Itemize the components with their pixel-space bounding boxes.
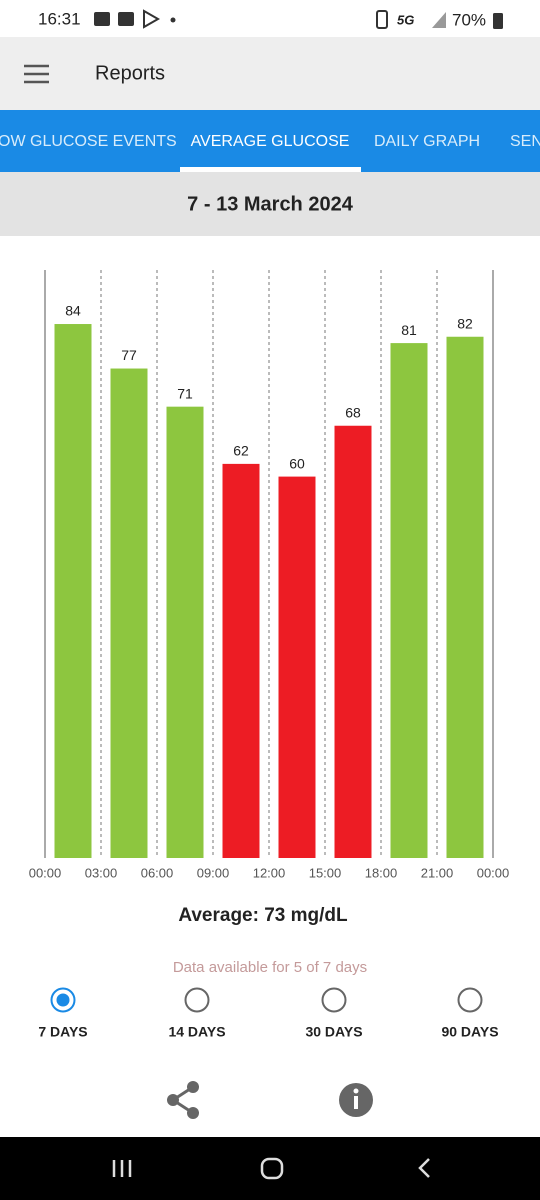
status-icon <box>376 10 388 29</box>
date-range: 7 - 13 March 2024 <box>187 193 354 215</box>
tab-label[interactable]: OW GLUCOSE EVENTS <box>0 133 177 150</box>
tab-label[interactable]: DAILY GRAPH <box>374 133 480 150</box>
x-tick-label: 15:00 <box>309 865 342 880</box>
tab-indicator <box>180 167 361 172</box>
notification-icon <box>118 12 134 26</box>
home-button[interactable] <box>260 1157 284 1180</box>
average-text: Average: 73 mg/dL <box>178 905 348 926</box>
tab-bar <box>0 110 540 172</box>
tab-label[interactable]: AVERAGE GLUCOSE <box>191 133 350 150</box>
x-tick-label: 09:00 <box>197 865 230 880</box>
data-label: 82 <box>457 315 473 331</box>
recents-button[interactable] <box>112 1160 132 1177</box>
bar <box>334 425 372 858</box>
date-band <box>0 172 540 236</box>
data-label: 60 <box>289 455 305 471</box>
data-label: 62 <box>233 443 249 459</box>
option-label[interactable]: 30 DAYS <box>305 1024 362 1040</box>
app-bar <box>0 37 540 110</box>
bar <box>110 368 148 858</box>
signal-icon <box>432 12 446 28</box>
x-tick-label: 03:00 <box>85 865 118 880</box>
battery-icon <box>493 13 503 29</box>
bar <box>54 324 92 858</box>
bar <box>390 343 428 859</box>
radio-button[interactable] <box>50 987 76 1013</box>
x-tick-label: 12:00 <box>253 865 286 880</box>
x-tick-label: 00:00 <box>477 865 510 880</box>
tab-label[interactable]: SEN <box>510 133 540 150</box>
data-label: 84 <box>65 303 81 319</box>
battery-level: 70% <box>452 10 486 29</box>
status-bar <box>0 0 540 37</box>
nav-bar <box>0 1137 540 1200</box>
radio-dot <box>56 993 70 1007</box>
bar <box>166 406 204 858</box>
info-button[interactable] <box>339 1083 373 1117</box>
data-label: 71 <box>177 385 193 401</box>
bar <box>222 463 260 858</box>
data-label: 68 <box>345 404 361 420</box>
notification-icon <box>143 9 161 29</box>
option-label[interactable]: 90 DAYS <box>441 1024 498 1040</box>
bar <box>278 476 316 858</box>
share-button[interactable] <box>167 1081 199 1119</box>
app-title: Reports <box>95 62 165 84</box>
network-type: 5G <box>397 12 414 27</box>
data-label: 77 <box>121 347 137 363</box>
radio-button[interactable] <box>321 987 347 1013</box>
bar <box>446 336 484 858</box>
status-time: 16:31 <box>38 9 81 28</box>
radio-button[interactable] <box>457 987 483 1013</box>
availability-note: Data available for 5 of 7 days <box>173 959 367 976</box>
x-tick-label: 06:00 <box>141 865 174 880</box>
option-label[interactable]: 14 DAYS <box>168 1024 225 1040</box>
x-tick-label: 21:00 <box>421 865 454 880</box>
back-button[interactable] <box>418 1158 430 1178</box>
x-tick-label: 00:00 <box>29 865 62 880</box>
x-tick-label: 18:00 <box>365 865 398 880</box>
data-label: 81 <box>401 322 417 338</box>
notification-icon <box>94 12 110 26</box>
radio-button[interactable] <box>184 987 210 1013</box>
option-label[interactable]: 7 DAYS <box>38 1024 87 1040</box>
notification-dot <box>170 17 176 23</box>
menu-button[interactable] <box>24 64 49 84</box>
